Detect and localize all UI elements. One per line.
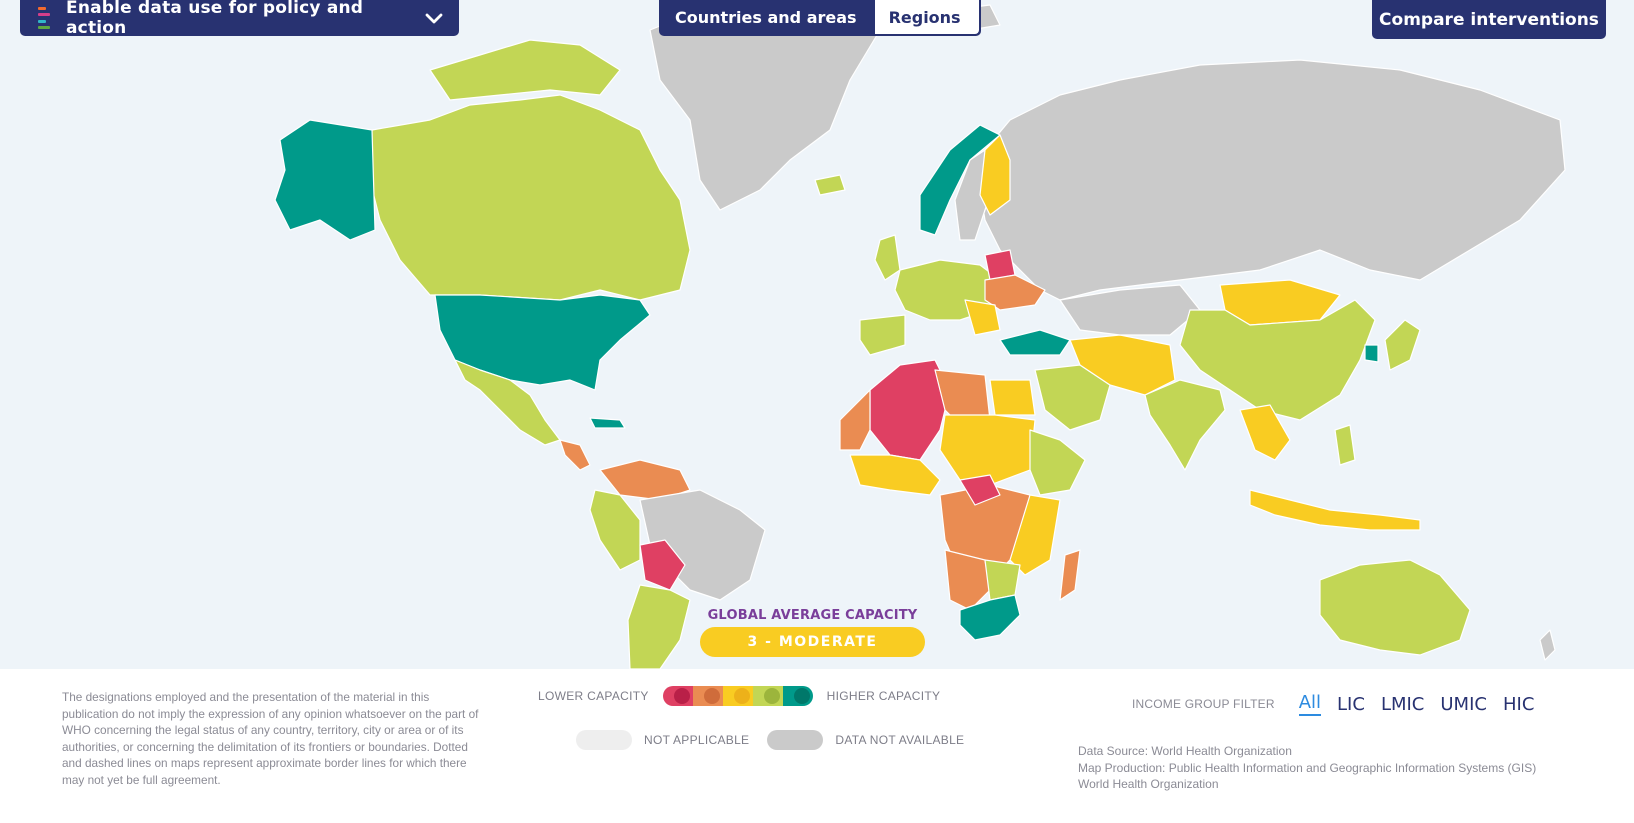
drc-east[interactable] <box>959 474 1001 506</box>
ukraine[interactable] <box>984 274 1046 311</box>
map-disclaimer: The designations employed and the presen… <box>62 690 479 787</box>
kazakhstan-central-asia[interactable] <box>1059 284 1201 336</box>
china[interactable] <box>1179 299 1376 421</box>
indicator-dropdown[interactable]: Enable data use for policy and action <box>20 0 459 38</box>
global-average-value-pill: 3 - MODERATE <box>700 627 925 657</box>
scale-very-low <box>662 686 693 706</box>
finland[interactable] <box>979 134 1011 216</box>
caribbean[interactable] <box>589 417 626 429</box>
southeast-asia[interactable] <box>1239 404 1291 461</box>
iberia[interactable] <box>859 314 906 356</box>
income-option-hic[interactable]: HIC <box>1502 693 1535 715</box>
ecuador-peru[interactable] <box>589 489 641 571</box>
algeria-mali[interactable] <box>869 359 951 461</box>
source-line: World Health Organization <box>1078 777 1219 791</box>
chevron-down-icon <box>425 13 443 24</box>
canada-arctic-islands[interactable] <box>429 39 621 101</box>
scale-high <box>752 686 783 706</box>
east-africa[interactable] <box>1009 494 1061 576</box>
legend-not-applicable-label: NOT APPLICABLE <box>644 733 750 747</box>
capacity-scale-bar <box>662 686 813 706</box>
egypt[interactable] <box>989 379 1036 416</box>
toggle-countries-and-areas[interactable]: Countries and areas <box>675 7 857 27</box>
scale-low <box>692 686 723 706</box>
legend-data-not-available-label: DATA NOT AVAILABLE <box>835 733 965 747</box>
morocco-mauritania[interactable] <box>839 389 871 451</box>
compare-interventions-button[interactable]: Compare interventions <box>1372 0 1606 39</box>
legend-lower-capacity-label: LOWER CAPACITY <box>538 689 649 703</box>
not-applicable-swatch <box>576 730 632 750</box>
income-option-all[interactable]: All <box>1298 692 1322 716</box>
global-average-label: GLOBAL AVERAGE CAPACITY <box>707 608 918 623</box>
south-africa[interactable] <box>959 594 1021 641</box>
scale-very-high <box>782 686 813 706</box>
central-america[interactable] <box>559 439 591 471</box>
iceland[interactable] <box>814 174 846 196</box>
philippines[interactable] <box>1334 424 1356 466</box>
income-filter-label: INCOME GROUP FILTER <box>1132 697 1275 711</box>
india[interactable] <box>1144 379 1226 471</box>
west-africa[interactable] <box>849 454 941 496</box>
japan[interactable] <box>1384 319 1421 371</box>
global-average-capacity: GLOBAL AVERAGE CAPACITY 3 - MODERATE <box>700 608 925 657</box>
sudan-chad[interactable] <box>939 414 1036 486</box>
bolivia[interactable] <box>639 539 686 591</box>
source-line: Map Production: Public Health Informatio… <box>1078 760 1537 775</box>
greenland[interactable] <box>649 7 881 211</box>
source-line: Data Source: World Health Organization <box>1078 744 1292 758</box>
alaska[interactable] <box>274 119 376 241</box>
income-option-lic[interactable]: LIC <box>1337 693 1365 715</box>
income-option-umic[interactable]: UMIC <box>1440 693 1487 715</box>
indicator-logo-icon <box>38 7 54 29</box>
scale-moderate <box>722 686 753 706</box>
data-source-credits: Data Source: World Health Organization M… <box>1078 743 1536 793</box>
mexico[interactable] <box>454 359 561 446</box>
australia[interactable] <box>1319 559 1471 656</box>
data-not-available-swatch <box>767 730 824 750</box>
madagascar[interactable] <box>1059 549 1081 601</box>
toggle-regions[interactable]: Regions <box>874 0 979 34</box>
ethiopia-horn[interactable] <box>1029 429 1086 496</box>
new-zealand[interactable] <box>1539 629 1556 661</box>
argentina-chile[interactable] <box>627 584 691 669</box>
southern-africa-angola[interactable] <box>944 549 991 611</box>
income-group-filter: INCOME GROUP FILTER All LIC LMIC UMIC HI… <box>1132 692 1550 716</box>
world-map[interactable]: GLOBAL AVERAGE CAPACITY 3 - MODERATE <box>0 0 1634 669</box>
russia[interactable] <box>979 59 1566 301</box>
iran-afghanistan-pakistan[interactable] <box>1069 334 1176 396</box>
uk[interactable] <box>874 234 901 281</box>
indonesia[interactable] <box>1249 489 1421 531</box>
income-option-lmic[interactable]: LMIC <box>1380 693 1425 715</box>
turkey[interactable] <box>999 329 1071 356</box>
zambia-zimbabwe[interactable] <box>984 559 1021 601</box>
legend-higher-capacity-label: HIGHER CAPACITY <box>826 689 941 703</box>
canada[interactable] <box>369 94 691 301</box>
balkans[interactable] <box>964 299 1001 336</box>
indicator-title: Enable data use for policy and action <box>66 0 364 38</box>
view-toggle: Countries and areas Regions <box>659 0 981 36</box>
korea[interactable] <box>1364 344 1379 363</box>
